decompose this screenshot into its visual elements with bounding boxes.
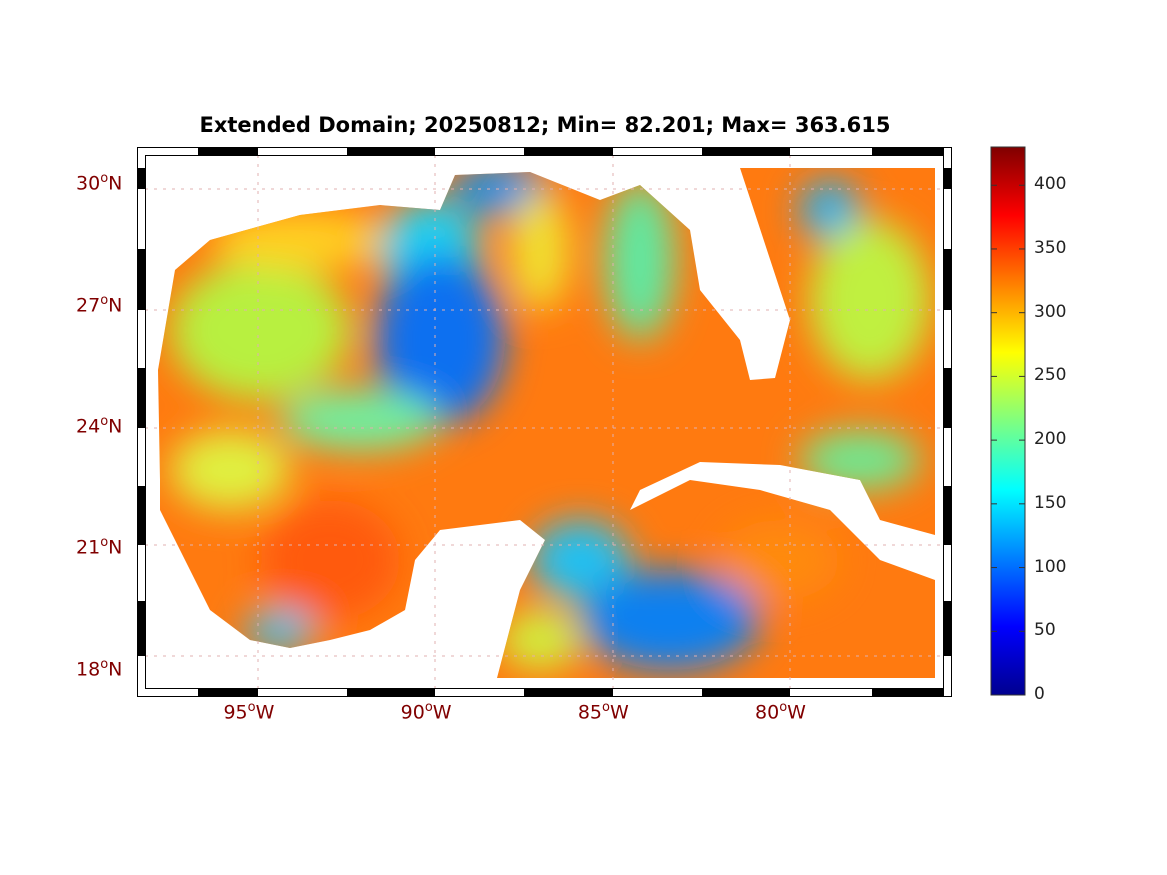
tick-label-part: o <box>100 292 109 308</box>
tick-label-part: N <box>108 294 123 317</box>
colorbar-tick-label: 50 <box>1034 620 1056 641</box>
tick-label-part: W <box>432 701 452 724</box>
tick-label-part: o <box>779 700 788 715</box>
tick-label-part: 80 <box>755 701 780 724</box>
tick-label-part: 85 <box>577 701 602 724</box>
tick-label-part: o <box>100 535 109 551</box>
tick-label-part: 30 <box>76 172 101 195</box>
x-tick-label: 85oW <box>578 700 629 723</box>
x-tick-label: 80oW <box>755 700 806 723</box>
y-tick-label: 24oN <box>76 414 122 437</box>
colorbar-tick-label: 300 <box>1034 301 1067 322</box>
y-tick-label: 21oN <box>76 535 122 558</box>
colorbar-tick-label: 250 <box>1034 365 1067 386</box>
tick-label-part: 27 <box>76 294 101 317</box>
colorbar-tick-label: 100 <box>1034 556 1067 577</box>
tick-label-part: N <box>108 536 123 559</box>
colorbar-tick-label: 150 <box>1034 492 1067 513</box>
map-frame <box>137 147 952 697</box>
colorbar-tick-label: 200 <box>1034 429 1067 450</box>
colorbar <box>990 146 1026 696</box>
x-tick-label: 90oW <box>401 700 452 723</box>
tick-label-part: 18 <box>76 658 101 681</box>
tick-label-part: 95 <box>223 701 248 724</box>
tick-label-part: W <box>609 701 629 724</box>
y-tick-label: 30oN <box>76 171 122 194</box>
sea-field <box>158 168 935 678</box>
tick-label-part: o <box>602 700 610 715</box>
tick-label-part: o <box>424 700 433 715</box>
tick-label-part: W <box>255 701 275 724</box>
tick-label-part: o <box>247 700 256 715</box>
tick-label-part: 21 <box>76 536 101 559</box>
chart-title: Extended Domain; 20250812; Min= 82.201; … <box>199 113 891 137</box>
tick-label-part: W <box>787 701 806 724</box>
tick-label-part: N <box>108 415 123 438</box>
colorbar-tick-label: 350 <box>1034 237 1067 258</box>
tick-label-part: o <box>100 171 109 187</box>
tick-label-part: 90 <box>400 701 425 724</box>
tick-label-part: 24 <box>76 415 101 438</box>
tick-label-part: N <box>108 658 123 681</box>
colorbar-tick-label: 0 <box>1034 684 1045 704</box>
tick-label-part: o <box>100 656 109 672</box>
tick-label-part: N <box>108 172 123 195</box>
y-tick-label: 18oN <box>76 657 122 680</box>
y-tick-label: 27oN <box>76 293 122 316</box>
x-tick-label: 95oW <box>223 700 274 723</box>
tick-label-part: o <box>100 414 109 430</box>
colorbar-tick-label: 400 <box>1034 174 1067 195</box>
